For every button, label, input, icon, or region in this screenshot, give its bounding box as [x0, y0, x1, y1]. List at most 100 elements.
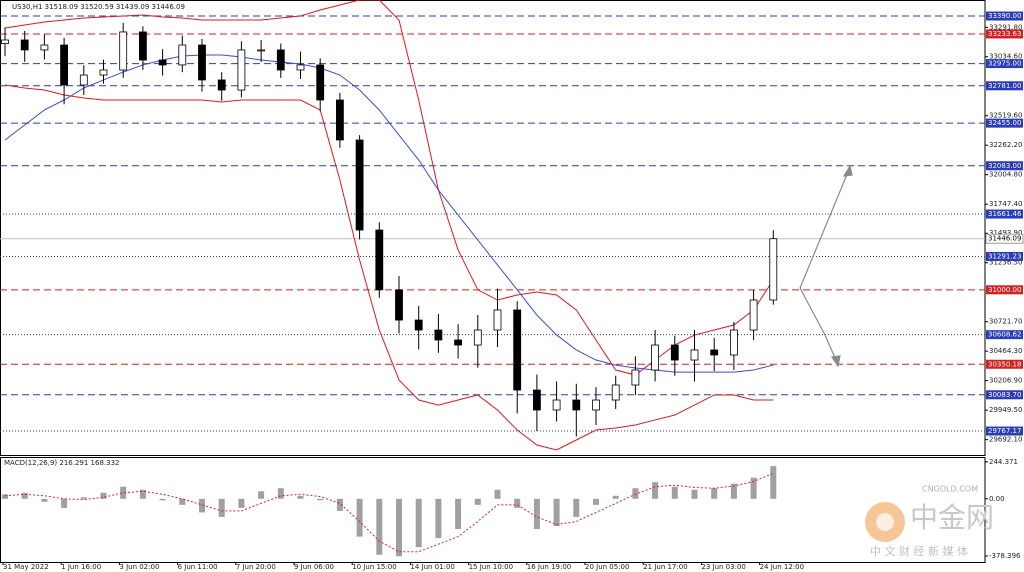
- macd-bar: [179, 498, 186, 505]
- macd-bar: [474, 498, 481, 505]
- candle-body: [99, 69, 108, 76]
- level-label: 32083.00: [988, 162, 1021, 170]
- candle-body: [710, 349, 719, 356]
- macd-bar: [632, 488, 639, 499]
- candle-body: [414, 319, 423, 331]
- macd-bar: [100, 492, 107, 499]
- candle-body: [533, 389, 541, 411]
- macd-bar: [553, 498, 560, 527]
- level-label-box: [986, 390, 1023, 400]
- chart-title: US30,H1 31518.09 31520.59 31439.09 31446…: [12, 3, 185, 11]
- macd-tick-label: 0.00: [989, 495, 1005, 503]
- watermark: 中金网 CNGOLD.COM 中 文 财 经 新 媒 体: [865, 485, 994, 558]
- level-label-box: [986, 251, 1023, 261]
- candle-body: [513, 309, 522, 391]
- arrow-up: [799, 171, 849, 289]
- overlay-line: [4, 54, 774, 373]
- candle-body: [611, 384, 620, 401]
- level-label-box: [986, 59, 1023, 69]
- macd-bar: [533, 498, 540, 530]
- x-tick-label: 21 Jun 17:00: [643, 563, 687, 571]
- candle-body: [769, 238, 778, 301]
- macd-bar: [159, 498, 166, 501]
- x-tick-label: 14 Jun 01:00: [410, 563, 454, 571]
- y-tick-label: 29692.10: [989, 436, 1022, 444]
- candle-body: [1, 39, 9, 44]
- level-label: 29767.17: [988, 427, 1021, 435]
- macd-signal: [4, 472, 774, 553]
- projection-arrows: [799, 164, 853, 368]
- macd-bar: [671, 486, 678, 499]
- level-label: 31446.09: [988, 235, 1021, 243]
- macd-bar: [455, 498, 462, 530]
- axes: 33291.80 33034.60 32519.60 32262.20 32004.80…: [2, 11, 1024, 571]
- watermark-tagline: 中 文 财 经 新 媒 体: [870, 544, 968, 558]
- macd-plot: [2, 466, 777, 557]
- macd-bar: [376, 498, 383, 555]
- arrow-down: [824, 334, 837, 361]
- watermark-name: 中金网: [910, 501, 994, 534]
- candle-body: [316, 64, 325, 101]
- candle-body: [434, 329, 443, 341]
- x-tick-label: 15 Jun 10:00: [469, 563, 513, 571]
- level-label: 30083.70: [988, 391, 1021, 399]
- macd-bar: [396, 498, 402, 557]
- y-tick-label: 32004.80: [989, 171, 1022, 179]
- level-label: 30350.18: [988, 360, 1021, 368]
- macd-bar: [21, 492, 28, 499]
- candle-body: [198, 44, 206, 81]
- y-tick-label: 33291.80: [989, 23, 1022, 31]
- watermark-logo: [876, 513, 894, 531]
- macd-bar: [317, 498, 324, 501]
- candle-body: [355, 139, 364, 231]
- macd-bar: [80, 497, 87, 499]
- level-label-box: [986, 426, 1023, 436]
- x-tick-label: 20 Jun 05:00: [585, 563, 629, 571]
- candle-body: [119, 31, 128, 71]
- candle-body: [631, 369, 640, 386]
- candle-body: [217, 79, 226, 91]
- macd-bar: [691, 489, 698, 499]
- y-tick-label: 30721.70: [989, 318, 1022, 326]
- x-tick-label: 23 Jun 03:00: [701, 563, 745, 571]
- level-label-box: [986, 161, 1023, 171]
- macd-tick-label: 244.371: [989, 458, 1018, 466]
- candle-body: [296, 64, 305, 71]
- y-tick-label: 31493.90: [989, 229, 1022, 237]
- y-tick-label: 31747.40: [989, 200, 1022, 208]
- macd-bar: [41, 498, 48, 502]
- level-label: 32455.00: [988, 119, 1021, 127]
- candle-body: [237, 49, 246, 91]
- main-panel: [0, 0, 986, 456]
- level-label: 33390.00: [988, 12, 1021, 20]
- y-tick-label: 33034.60: [989, 53, 1022, 61]
- macd-bar: [218, 498, 225, 517]
- level-label: 31000.00: [988, 286, 1021, 294]
- level-label: 30608.62: [988, 331, 1021, 339]
- candle-body: [138, 31, 147, 61]
- y-tick-label: 32262.20: [989, 141, 1022, 149]
- macd-bar: [2, 494, 8, 499]
- level-label-box: [986, 29, 1023, 39]
- x-tick-label: 6 Jun 11:00: [178, 563, 218, 571]
- macd-bar: [415, 498, 422, 548]
- x-tick-label: 10 Jun 15:00: [352, 563, 396, 571]
- macd-bar: [711, 488, 718, 499]
- macd-bar: [297, 495, 304, 499]
- macd-bar: [139, 489, 146, 499]
- macd-bar: [514, 498, 521, 508]
- overlay-line: [4, 84, 774, 451]
- y-tick-label: 32519.60: [989, 112, 1022, 120]
- candle-body: [670, 344, 679, 361]
- arrow-head: [842, 164, 853, 177]
- candle-body: [375, 229, 384, 291]
- macd-bar: [120, 486, 127, 499]
- candle-body: [592, 399, 600, 411]
- x-tick-label: 3 Jun 02:00: [119, 563, 159, 571]
- level-label-box: [986, 209, 1023, 219]
- candle-body: [40, 44, 49, 51]
- candle-body: [276, 49, 285, 71]
- x-tick-label: 24 Jun 12:00: [760, 563, 804, 571]
- macd-bar: [258, 491, 265, 499]
